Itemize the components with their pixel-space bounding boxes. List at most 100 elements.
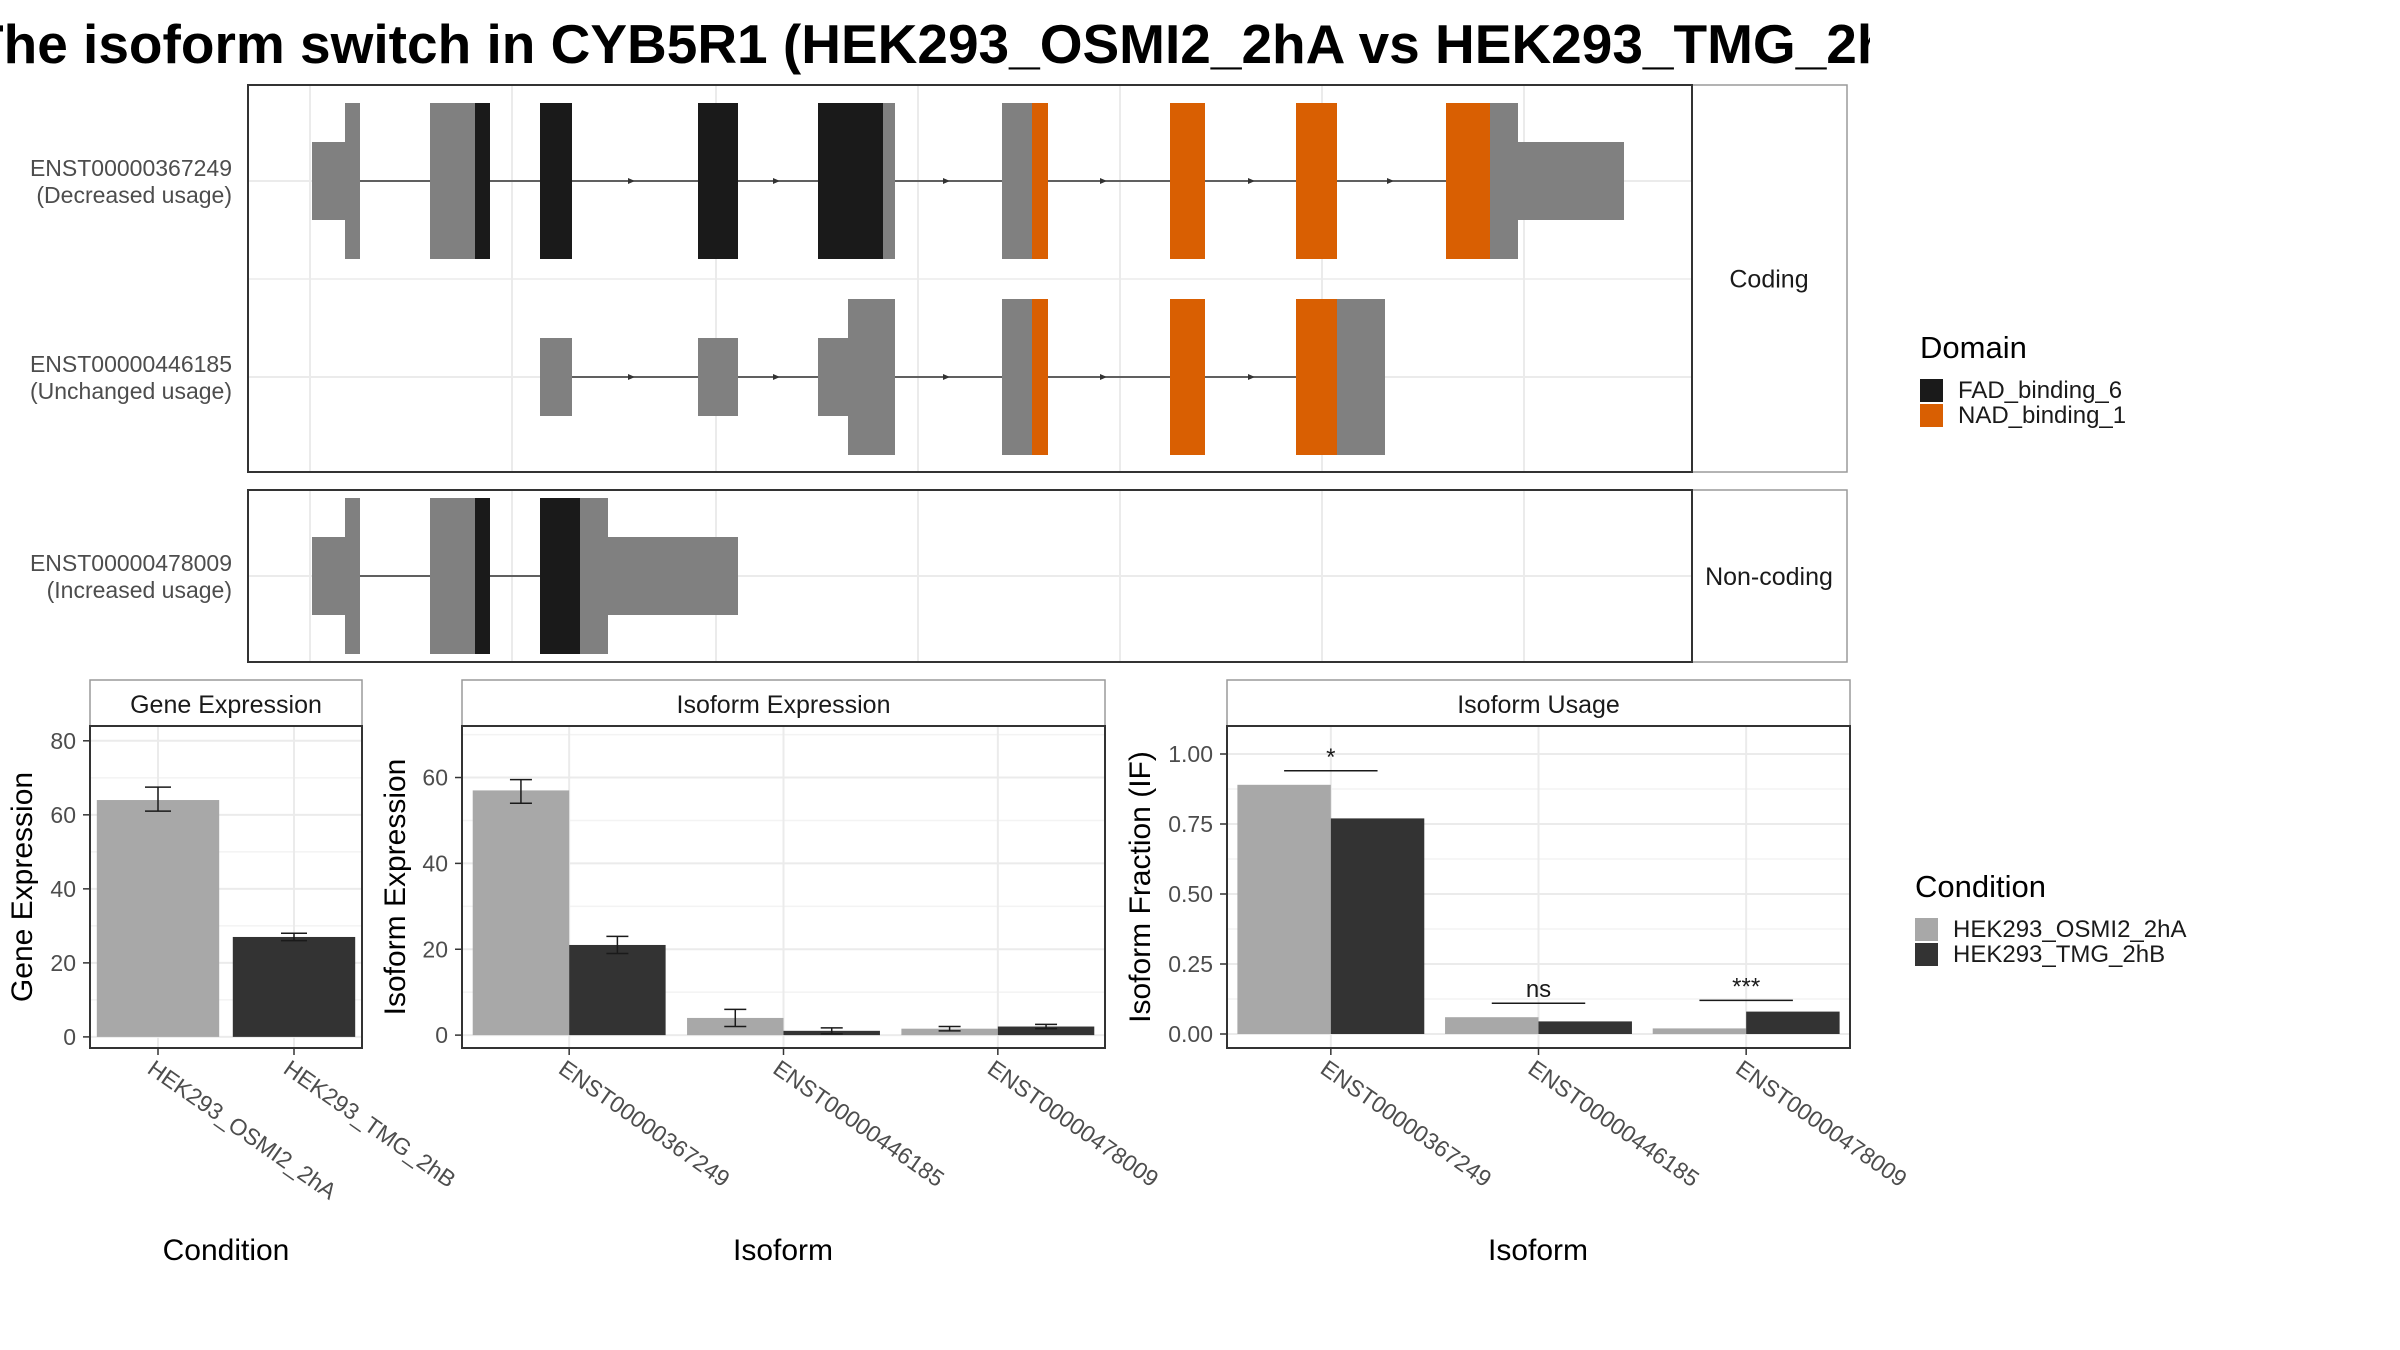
exon-fad-binding	[818, 103, 883, 259]
bar	[1330, 818, 1425, 1034]
exon-no-domain	[345, 103, 360, 259]
isoform-id-label: ENST00000446185	[30, 351, 232, 377]
significance-label: *	[1326, 744, 1335, 771]
chart-title: Isoform Usage	[1457, 691, 1620, 719]
exon-no-domain	[1490, 103, 1518, 259]
y-tick-label: 1.00	[1168, 741, 1213, 767]
significance-label: ***	[1732, 973, 1760, 1000]
exon-fad-binding	[698, 103, 738, 259]
y-tick-label: 0	[435, 1022, 448, 1048]
transcript-ENST00000446185	[540, 299, 1385, 455]
chart-isoform-usage: Isoform Usage 0.00 0.25 0.50 0.75 1.00 Isoform…	[1124, 679, 1912, 1267]
legend-condition-label: HEK293_OSMI2_2hA	[1953, 916, 2186, 943]
legend-condition-key	[1915, 918, 1938, 941]
error-bar	[938, 1025, 961, 1032]
y-axis-label: Gene Expression	[6, 772, 39, 1002]
y-tick-label: 0.75	[1168, 811, 1213, 837]
y-tick-label: 20	[50, 950, 76, 976]
exon-no-domain	[848, 299, 895, 455]
isoform-usage-label: (Unchanged usage)	[30, 378, 232, 404]
exon-no-domain	[430, 103, 475, 259]
bar	[997, 1026, 1095, 1036]
chart-panel-border	[89, 725, 363, 1049]
exon-nad-binding	[1446, 103, 1490, 259]
exon-no-domain	[1002, 103, 1032, 259]
intron-direction-arrow	[1387, 178, 1394, 184]
structure-strip	[1691, 84, 1848, 473]
y-tick-label: 80	[50, 728, 76, 754]
structure-panel-border	[247, 489, 1693, 663]
y-tick-label: 0	[63, 1024, 76, 1050]
legend-condition-label: HEK293_TMG_2hB	[1953, 941, 2165, 968]
structure-strip-label: Coding	[1729, 266, 1808, 294]
y-tick-label: 20	[422, 936, 448, 962]
intron-direction-arrow	[943, 178, 950, 184]
exon-nad-binding	[1170, 299, 1205, 455]
legend-condition-key	[1915, 943, 1938, 966]
chart-strip	[89, 679, 363, 727]
structure-strip	[1691, 489, 1848, 663]
exon-no-domain	[1337, 299, 1385, 455]
chart-title: Gene Expression	[130, 691, 322, 719]
chart-title: Isoform Expression	[677, 691, 891, 719]
y-tick-label: 40	[422, 850, 448, 876]
exon-no-domain	[345, 498, 360, 654]
bar	[96, 800, 220, 1037]
bar	[232, 936, 356, 1037]
x-axis-label: Isoform	[733, 1234, 833, 1267]
error-bar	[509, 778, 532, 805]
error-bar	[281, 932, 307, 942]
x-tick-label: ENST00000478009	[1731, 1055, 1911, 1192]
bar	[569, 944, 666, 1036]
significance-label: ns	[1526, 976, 1551, 1003]
y-tick-label: 0.25	[1168, 951, 1213, 977]
exon-fad-binding	[540, 498, 580, 654]
intron-direction-arrow	[1100, 178, 1107, 184]
legend-domain-label: NAD_binding_1	[1958, 402, 2126, 429]
legend-domain-label: FAD_binding_6	[1958, 377, 2122, 404]
error-bar	[820, 1027, 843, 1035]
x-tick-label: ENST00000367249	[1316, 1055, 1496, 1192]
error-bar	[1035, 1023, 1058, 1030]
isoform-id-label: ENST00000367249	[30, 155, 232, 181]
bar	[1237, 784, 1331, 1034]
x-axis-label: Isoform	[1488, 1234, 1588, 1267]
x-axis-label: Condition	[163, 1234, 290, 1267]
isoform-usage-label: (Increased usage)	[47, 577, 232, 603]
y-axis-label: Isoform Expression	[379, 759, 412, 1016]
structure-panel-border	[247, 84, 1693, 473]
legend-domain-key	[1920, 379, 1943, 402]
page-title: The isoform switch in CYB5R1 (HEK293_OSM…	[0, 8, 1870, 78]
isoform-id-label: ENST00000478009	[30, 550, 232, 576]
y-tick-label: 40	[50, 876, 76, 902]
intron-direction-arrow	[943, 374, 950, 380]
x-tick-label: ENST00000367249	[554, 1055, 734, 1192]
bar	[1538, 1021, 1632, 1034]
exon-no-domain	[540, 338, 572, 416]
x-tick-label: ENST00000446185	[1524, 1055, 1704, 1192]
legend-condition-title: Condition	[1915, 869, 2046, 904]
exon-no-domain	[1518, 142, 1624, 220]
error-bar	[145, 786, 171, 812]
error-bar	[724, 1008, 747, 1028]
chart-isoform-expression: Isoform Expression 0 20 40 60 Isoform Express…	[379, 679, 1163, 1267]
exon-nad-binding	[1032, 103, 1048, 259]
exon-nad-binding	[1296, 103, 1337, 259]
intron-direction-arrow	[773, 374, 780, 380]
exon-no-domain	[818, 338, 848, 416]
transcript-ENST00000367249	[312, 103, 1624, 259]
exon-no-domain	[430, 498, 475, 654]
exon-no-domain	[608, 537, 738, 615]
exon-no-domain	[698, 338, 738, 416]
y-tick-label: 60	[422, 765, 448, 791]
exon-nad-binding	[1296, 299, 1337, 455]
y-tick-label: 60	[50, 802, 76, 828]
bar	[1746, 1011, 1840, 1034]
x-tick-label: ENST00000478009	[983, 1055, 1163, 1192]
bar	[472, 790, 570, 1036]
y-tick-label: 0.50	[1168, 881, 1213, 907]
chart-strip	[1226, 679, 1851, 727]
exon-nad-binding	[1032, 299, 1048, 455]
legend-domain-title: Domain	[1920, 330, 2027, 365]
intron-direction-arrow	[628, 178, 635, 184]
